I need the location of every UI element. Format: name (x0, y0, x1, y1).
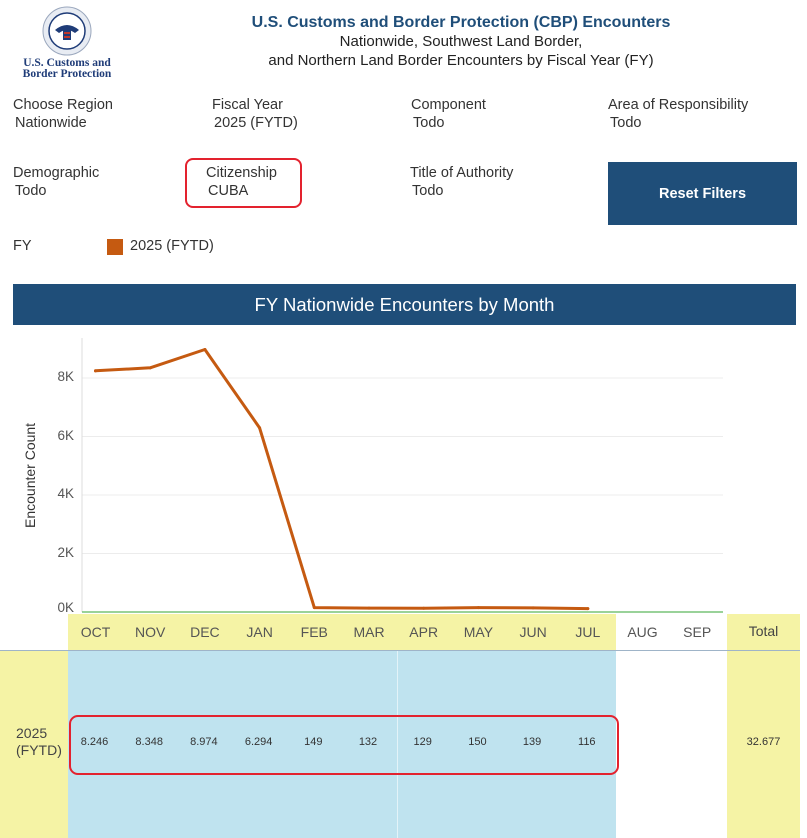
row-header-bg (0, 651, 68, 838)
data-point-oct[interactable] (94, 369, 97, 373)
subtitle-line-1: Nationwide, Southwest Land Border, (339, 33, 583, 50)
line-chart[interactable] (0, 330, 807, 614)
legend-label: FY (13, 238, 32, 254)
filter-component-label: Component (411, 97, 486, 113)
total-header: Total (748, 623, 779, 639)
filter-component[interactable]: Component Todo (411, 96, 486, 132)
legend-entry[interactable]: 2025 (FYTD) (130, 238, 214, 254)
title-main: U.S. Customs and Border Protection (CBP)… (251, 14, 671, 31)
value-cell-jul[interactable]: 116 (578, 736, 596, 748)
month-label-mar: MAR (353, 624, 385, 640)
month-label-dec: DEC (190, 624, 220, 640)
month-label-sep: SEP (683, 624, 712, 640)
total-header-bg (727, 614, 800, 650)
y-tick-label: 4K (57, 486, 74, 501)
value-cell-oct[interactable]: 8.246 (80, 736, 109, 748)
logo-text: U.S. Customs and Border Protection (12, 57, 122, 80)
month-header-bg-active (68, 614, 616, 650)
data-point-apr[interactable] (422, 606, 426, 610)
month-label-jan: JAN (246, 624, 273, 640)
data-cells-bg (68, 651, 616, 838)
filter-authority-value[interactable]: Todo (412, 183, 444, 199)
series-line-2025[interactable] (94, 348, 590, 611)
month-label-jul: JUL (575, 624, 601, 640)
row-header-line-1: 2025 (16, 725, 48, 741)
data-point-jan[interactable] (258, 426, 262, 430)
cell-divider (397, 651, 398, 838)
filter-aor[interactable]: Area of Responsibility Todo (608, 96, 748, 132)
value-cell-jun[interactable]: 139 (522, 736, 542, 748)
y-tick-label: 0K (57, 600, 74, 615)
row-divider (0, 650, 800, 651)
filter-authority-label: Title of Authority (410, 165, 514, 181)
value-cell-feb[interactable]: 149 (304, 736, 323, 748)
total-value[interactable]: 32.677 (746, 736, 781, 748)
month-label-oct: OCT (80, 624, 111, 640)
row-header: 2025 (FYTD) (16, 725, 62, 759)
value-cell-dec[interactable]: 8.974 (190, 736, 218, 748)
filter-fiscal-year-value[interactable]: 2025 (FYTD) (214, 115, 298, 131)
filter-demographic[interactable]: Demographic Todo (13, 164, 99, 200)
data-point-nov[interactable] (148, 366, 152, 370)
filter-citizenship-label: Citizenship (206, 165, 277, 181)
value-cell-may[interactable]: 150 (468, 736, 487, 748)
filter-aor-value[interactable]: Todo (610, 115, 642, 131)
row-header-line-2: (FYTD) (16, 742, 62, 758)
filter-demographic-value[interactable]: Todo (15, 183, 47, 199)
logo-line-2: Border Protection (22, 68, 112, 80)
month-label-nov: NOV (135, 624, 166, 640)
data-point-mar[interactable] (367, 606, 371, 610)
total-cell-bg (727, 651, 800, 838)
data-point-may[interactable] (476, 606, 480, 610)
chart-title-banner: FY Nationwide Encounters by Month (13, 284, 796, 325)
filter-demographic-label: Demographic (13, 165, 100, 181)
value-cell-mar[interactable]: 132 (358, 736, 378, 748)
month-label-feb: FEB (300, 624, 328, 640)
cbp-seal-icon (42, 6, 92, 56)
month-label-may: MAY (463, 624, 494, 640)
value-cell-nov[interactable]: 8.348 (135, 736, 163, 748)
citizenship-highlight-box (185, 158, 302, 208)
filter-region[interactable]: Choose Region Nationwide (13, 96, 113, 132)
filter-fiscal-year[interactable]: Fiscal Year 2025 (FYTD) (212, 96, 298, 132)
month-label-aug: AUG (627, 624, 658, 640)
data-point-jun[interactable] (531, 606, 535, 610)
legend-swatch[interactable] (107, 239, 123, 255)
data-point-dec[interactable] (203, 348, 207, 352)
dashboard-title: U.S. Customs and Border Protection (CBP)… (200, 14, 722, 70)
filter-citizenship[interactable]: Citizenship CUBA (206, 164, 277, 200)
filter-aor-label: Area of Responsibility (608, 97, 749, 113)
data-point-jul[interactable] (586, 607, 590, 611)
y-tick-label: 8K (57, 369, 74, 385)
value-cell-jan[interactable]: 6.294 (244, 736, 273, 748)
filter-citizenship-value[interactable]: CUBA (208, 183, 249, 199)
y-tick-label: 2K (57, 544, 74, 560)
month-label-jun: JUN (519, 624, 547, 640)
subtitle-line-2: and Northern Land Border Encounters by F… (268, 52, 654, 69)
y-tick-label: 6K (57, 427, 74, 443)
month-label-apr: APR (409, 624, 439, 640)
filter-component-value[interactable]: Todo (413, 115, 445, 131)
filter-region-value[interactable]: Nationwide (15, 115, 87, 131)
values-highlight-box (69, 715, 619, 775)
filter-region-label: Choose Region (13, 97, 113, 113)
reset-filters-button[interactable]: Reset Filters (608, 162, 797, 225)
value-cell-apr[interactable]: 129 (413, 736, 432, 748)
filter-fiscal-year-label: Fiscal Year (212, 97, 283, 113)
cbp-logo: U.S. Customs and Border Protection (12, 6, 122, 84)
logo-line-1: U.S. Customs and (23, 57, 111, 69)
data-point-feb[interactable] (312, 606, 316, 610)
filter-authority[interactable]: Title of Authority Todo (410, 164, 513, 200)
